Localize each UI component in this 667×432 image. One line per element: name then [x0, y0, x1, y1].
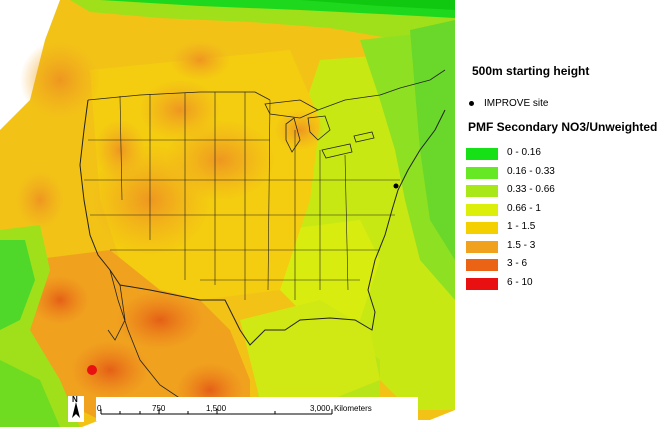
improve-site-label: IMPROVE site	[484, 98, 549, 109]
legend-swatch	[466, 185, 498, 197]
legend-class-label: 0.33 - 0.66	[507, 184, 555, 195]
scale-tick-0: 0	[97, 404, 102, 413]
legend-class-label: 6 - 10	[507, 276, 533, 288]
starting-height-title: 500m starting height	[472, 64, 590, 78]
legend-class-label: 1 - 1.5	[507, 221, 536, 232]
coastline	[79, 99, 446, 346]
northern-low-band	[70, 0, 455, 60]
legend-swatch	[466, 277, 498, 290]
us-canada-border	[87, 69, 446, 111]
legend-swatch	[466, 148, 498, 160]
state-boundaries	[84, 92, 400, 300]
legend-class-label: 0.66 - 1	[507, 202, 541, 214]
north-arrow-icon: N	[68, 395, 84, 422]
legend-class-label: 3 - 6	[507, 258, 528, 269]
scale-tick-750: 750	[152, 404, 166, 413]
legend-panel: 500m starting height IMPROVE site PMF Se…	[455, 0, 667, 427]
legend-class-label: 0.16 - 0.33	[507, 165, 555, 177]
legend-class-label: 0 - 0.16	[507, 147, 541, 158]
legend-class-label: 1.5 - 3	[507, 239, 536, 251]
improve-site-marker	[393, 183, 399, 189]
scale-tick-3000: 3,000	[310, 404, 331, 413]
variable-title: PMF Secondary NO3/Unweighted	[468, 120, 658, 134]
legend-swatch	[466, 222, 498, 234]
legend-swatch	[466, 166, 498, 179]
scale-bar: 0 750 1,500 3,000 Kilometers	[96, 397, 418, 421]
scale-units: Kilometers	[334, 404, 372, 413]
concentration-map: 0 750 1,500 3,000 Kilometers N	[0, 0, 455, 427]
legend-swatch	[466, 203, 498, 216]
improve-site-legend: IMPROVE site	[469, 98, 548, 109]
legend-swatch	[466, 259, 498, 271]
improve-site-dot-icon	[469, 100, 474, 106]
north-label: N	[72, 395, 78, 404]
legend-swatch	[466, 240, 498, 253]
scale-tick-1500: 1,500	[206, 404, 227, 413]
